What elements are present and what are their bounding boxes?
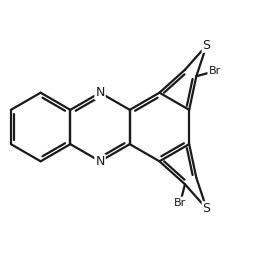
Text: Br: Br	[174, 198, 186, 208]
Text: N: N	[95, 155, 105, 168]
Text: N: N	[95, 86, 105, 99]
Text: Br: Br	[208, 66, 221, 76]
Text: S: S	[203, 202, 211, 215]
Text: S: S	[203, 39, 211, 52]
